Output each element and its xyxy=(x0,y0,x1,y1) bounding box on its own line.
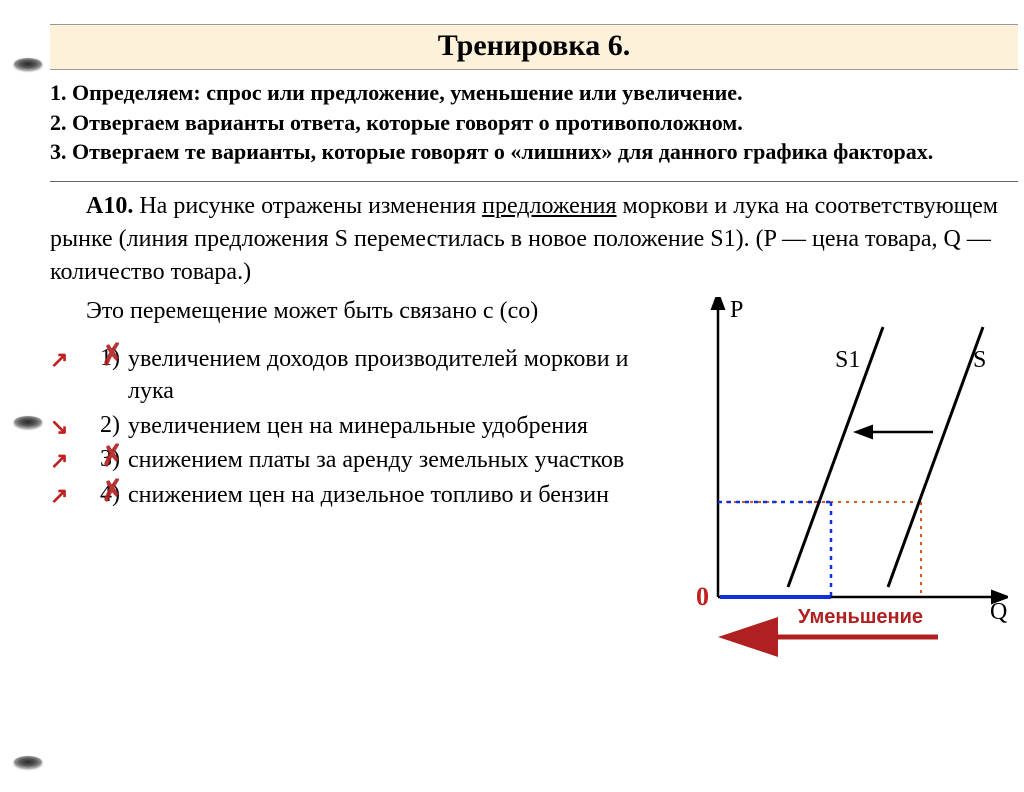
binder-ring xyxy=(14,756,42,768)
scribble-mark-icon: ✗ xyxy=(86,438,126,477)
instruction-line: 3. Отвергаем те варианты, которые говоря… xyxy=(50,137,1018,167)
option-text: снижением цен на дизельное топливо и бен… xyxy=(128,479,678,511)
binder-ring xyxy=(14,58,42,70)
option-3: ↗ ✗ 3) снижением платы за аренду земельн… xyxy=(50,444,678,476)
instruction-line: 2. Отвергаем варианты ответа, которые го… xyxy=(50,108,1018,138)
question-text: A10. На рисунке отражены изменения предл… xyxy=(50,190,1018,289)
question-left-column: Это перемещение может быть связано с (со… xyxy=(50,295,678,513)
svg-text:P: P xyxy=(730,297,743,323)
option-number: ✗ 3) xyxy=(84,444,128,475)
judgment-arrow-icon: ↗ xyxy=(50,343,84,373)
binder-ring xyxy=(14,416,42,428)
option-number: 2) xyxy=(84,410,128,441)
svg-text:Q: Q xyxy=(990,599,1007,625)
question-area: A10. На рисунке отражены изменения предл… xyxy=(50,181,1018,657)
question-prompt: Это перемещение может быть связано с (со… xyxy=(50,295,678,329)
instructions-block: 1. Определяем: спрос или предложение, ум… xyxy=(50,78,1018,167)
svg-text:0: 0 xyxy=(696,582,709,611)
option-number: ✗ 4) xyxy=(84,479,128,510)
option-text: снижением платы за аренду земельных учас… xyxy=(128,444,678,476)
scribble-mark-icon: ✗ xyxy=(86,337,126,376)
question-label: A10. xyxy=(86,193,133,219)
option-4: ↗ ✗ 4) снижением цен на дизельное топлив… xyxy=(50,479,678,511)
svg-text:S: S xyxy=(973,347,986,373)
judgment-arrow-icon: ↗ xyxy=(50,479,84,509)
svg-text:Уменьшение: Уменьшение xyxy=(798,606,923,628)
answer-options: ↗ ✗ 1) увеличением доходов производителе… xyxy=(50,343,678,511)
option-text: увеличением цен на минеральные удобрения xyxy=(128,410,678,442)
option-number: ✗ 1) xyxy=(84,343,128,374)
instruction-line: 1. Определяем: спрос или предложение, ум… xyxy=(50,78,1018,108)
svg-text:S1: S1 xyxy=(835,347,860,373)
underlined-word: предложения xyxy=(482,193,616,219)
option-2: ↘ 2) увеличением цен на минеральные удоб… xyxy=(50,410,678,442)
option-text: увеличением доходов производителей морко… xyxy=(128,343,678,408)
judgment-arrow-icon: ↘ xyxy=(50,410,84,440)
slide-title: Тренировка 6. xyxy=(50,24,1018,70)
option-1: ↗ ✗ 1) увеличением доходов производителе… xyxy=(50,343,678,408)
scribble-mark-icon: ✗ xyxy=(86,472,126,511)
judgment-arrow-icon: ↗ xyxy=(50,444,84,474)
supply-chart: P Q 0 S S1 Уменьшение xyxy=(678,297,1018,657)
